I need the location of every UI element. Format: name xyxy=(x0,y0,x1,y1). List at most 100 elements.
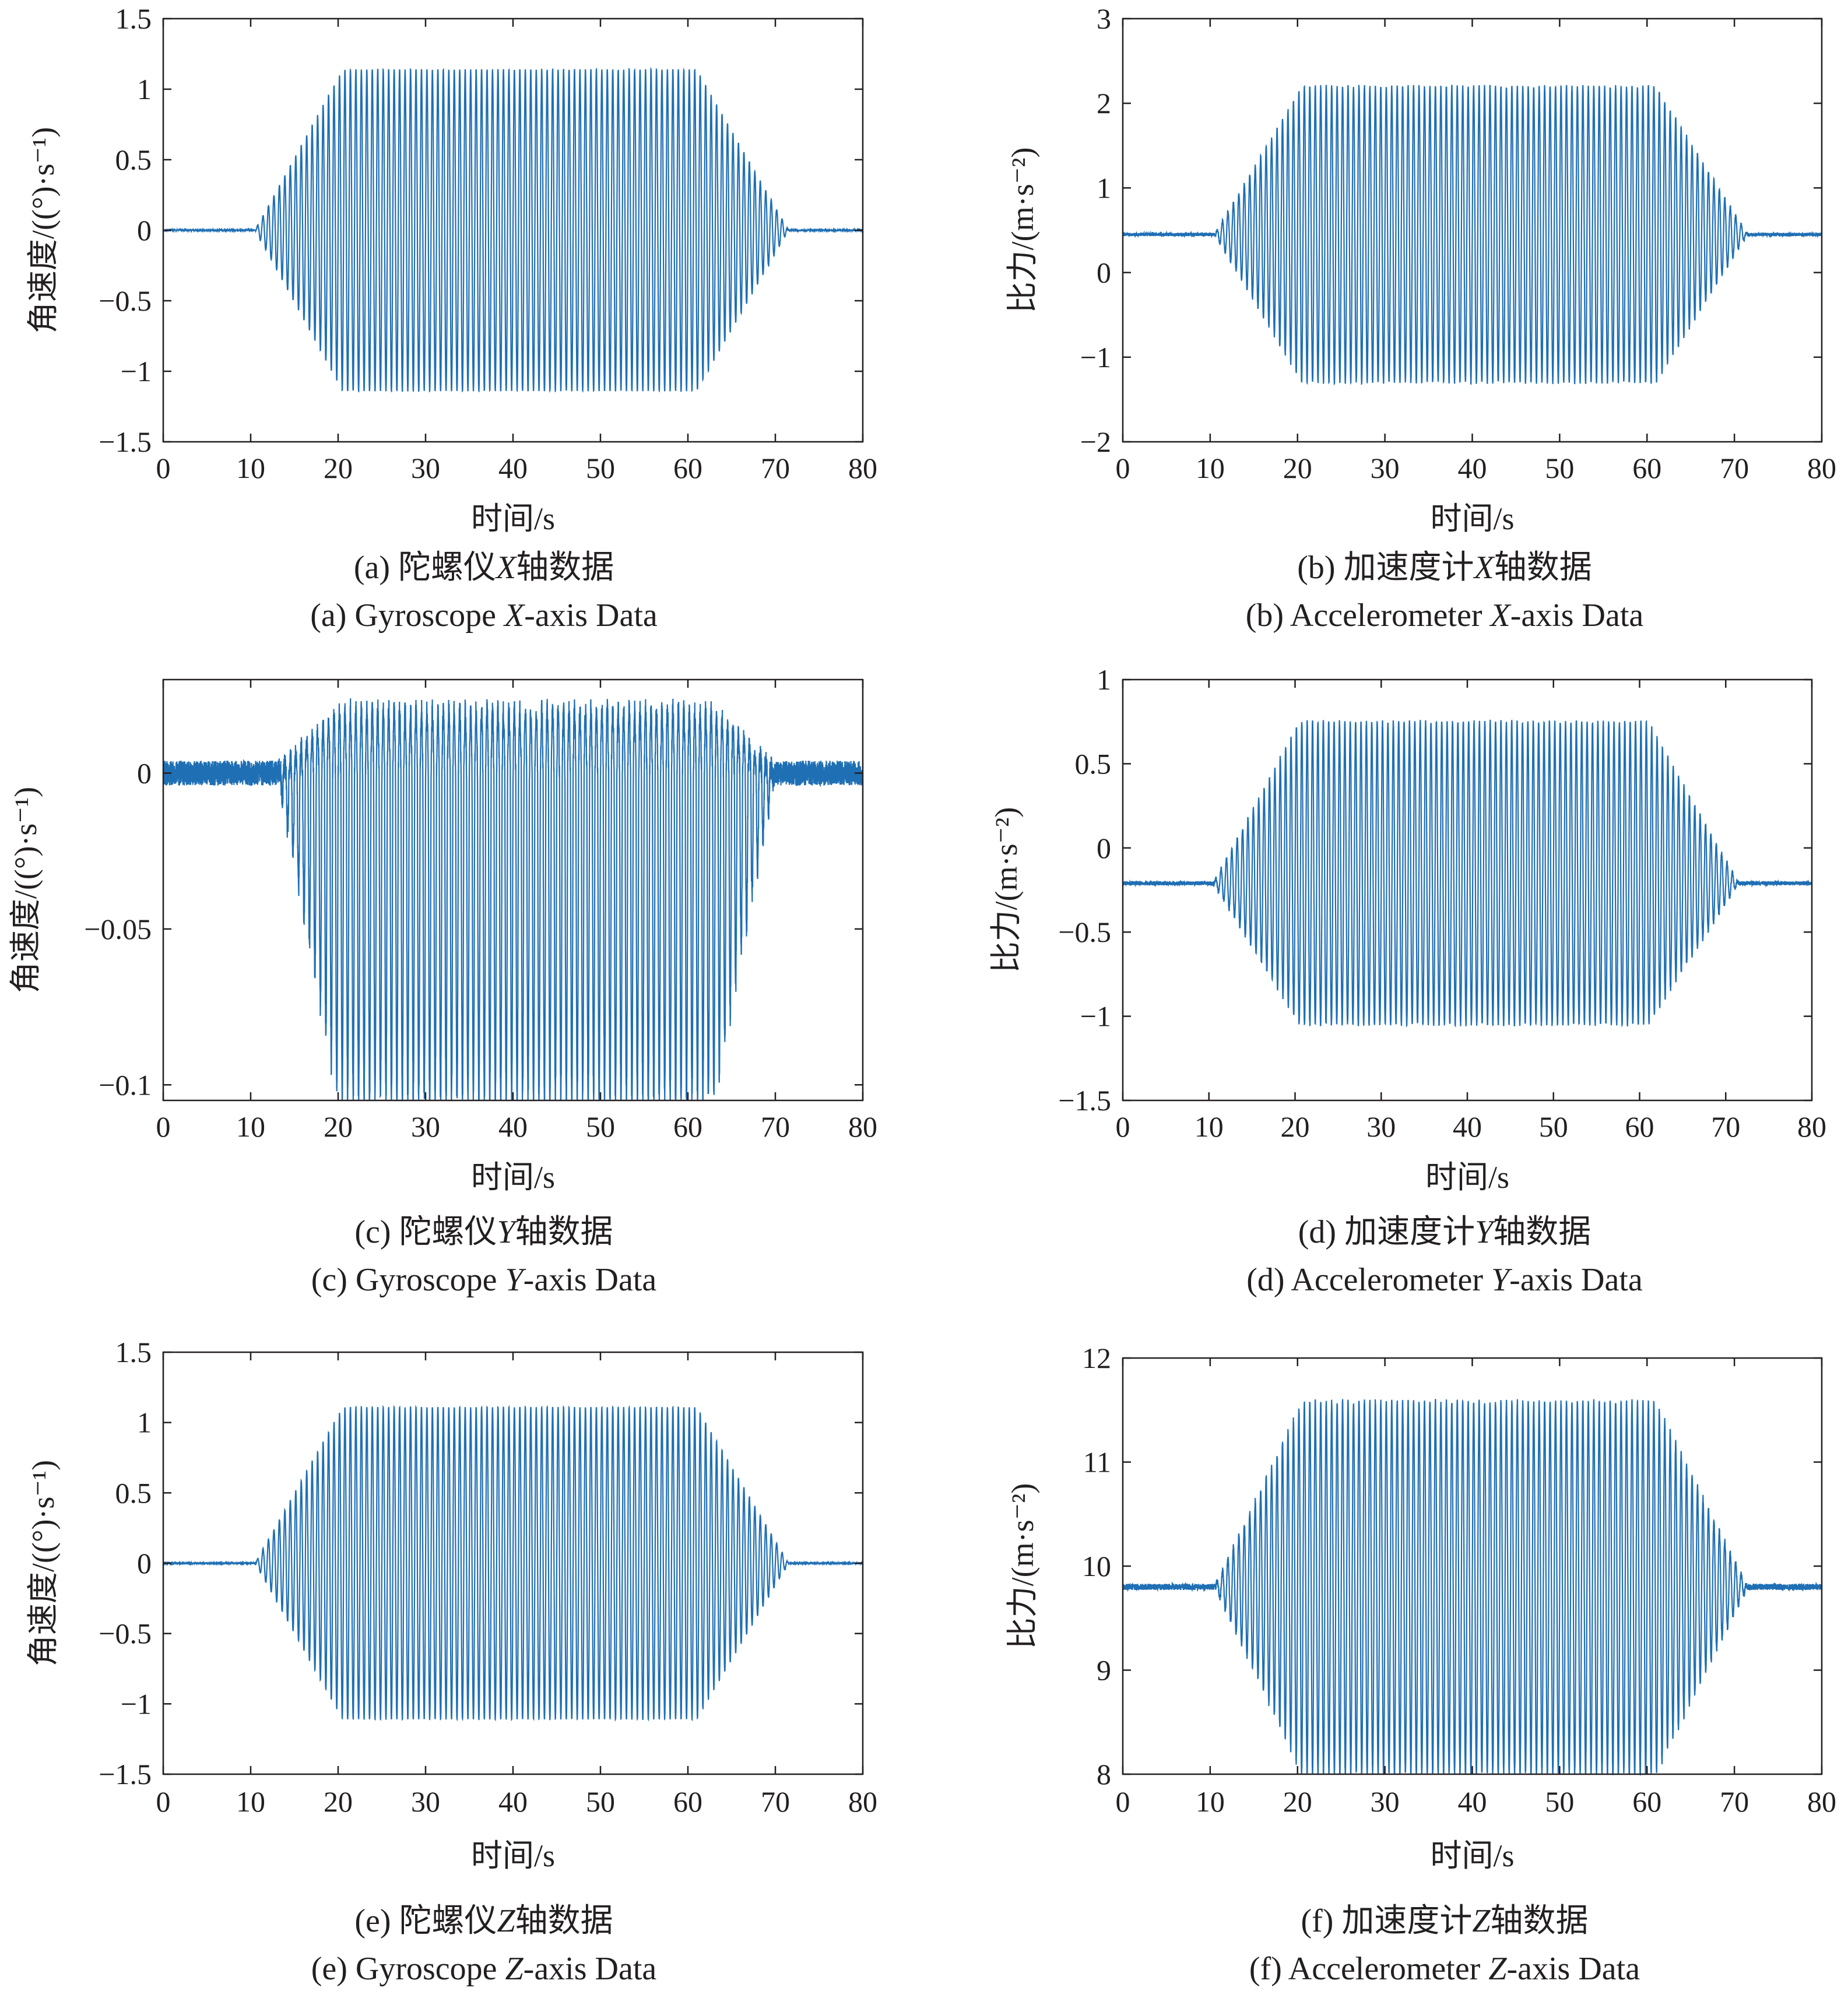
y-tick-label: −1.5 xyxy=(99,1758,152,1791)
caption-en-c: (c) Gyroscope Y-axis Data xyxy=(311,1262,657,1298)
y-axis-label: 比力/(m·s⁻²) xyxy=(1005,1483,1040,1649)
y-tick-label: 0 xyxy=(1097,832,1111,864)
y-tick-label: 0 xyxy=(137,757,152,789)
y-tick-label: −1 xyxy=(1080,1000,1111,1033)
y-tick-label: 0.5 xyxy=(115,1476,152,1509)
x-tick-label: 50 xyxy=(586,452,615,484)
x-tick-label: 80 xyxy=(1807,1785,1836,1818)
x-tick-label: 50 xyxy=(1539,1110,1568,1143)
x-tick-label: 10 xyxy=(1194,1110,1224,1143)
y-tick-label: 1 xyxy=(137,73,152,105)
x-axis-label: 时间/s xyxy=(1430,501,1514,536)
series-line-c xyxy=(162,698,864,1102)
x-tick-label: 10 xyxy=(236,452,265,484)
x-tick-label: 70 xyxy=(1711,1110,1740,1143)
x-tick-label: 0 xyxy=(156,1785,171,1818)
x-tick-label: 0 xyxy=(156,1110,171,1143)
x-tick-label: 60 xyxy=(673,1785,702,1818)
x-tick-label: 30 xyxy=(1371,1785,1400,1818)
y-tick-label: 1 xyxy=(1097,171,1111,204)
x-tick-label: 0 xyxy=(156,452,171,484)
caption-en-b: (b) Accelerometer X-axis Data xyxy=(1245,597,1644,634)
series-line-a xyxy=(163,66,864,393)
y-tick-label: 1.5 xyxy=(115,2,152,35)
x-tick-label: 60 xyxy=(1632,1785,1661,1818)
x-tick-label: 20 xyxy=(324,1110,353,1143)
y-tick-label: −2 xyxy=(1080,425,1111,458)
x-tick-label: 40 xyxy=(1458,452,1487,484)
x-tick-label: 80 xyxy=(848,1785,877,1818)
x-tick-label: 20 xyxy=(324,1785,353,1818)
x-tick-label: 30 xyxy=(411,1110,440,1143)
x-tick-label: 0 xyxy=(1116,1110,1130,1143)
x-tick-label: 80 xyxy=(1807,452,1836,484)
x-tick-label: 20 xyxy=(1283,1785,1312,1818)
x-tick-label: 70 xyxy=(1720,1785,1749,1818)
caption-cn-e: (e) 陀螺仪Z轴数据 xyxy=(354,1903,613,1939)
x-tick-label: 40 xyxy=(498,1785,528,1818)
y-tick-label: −0.5 xyxy=(99,1617,152,1650)
y-axis-label: 角速度/((°)·s⁻¹) xyxy=(8,787,43,993)
y-tick-label: −1 xyxy=(121,1687,152,1720)
x-tick-label: 80 xyxy=(1797,1110,1826,1143)
y-tick-label: 0 xyxy=(1097,256,1111,289)
y-tick-label: 1 xyxy=(137,1406,152,1439)
x-tick-label: 30 xyxy=(1366,1110,1396,1143)
y-axis-label: 比力/(m·s⁻²) xyxy=(989,807,1024,973)
y-tick-label: 0.5 xyxy=(115,143,152,176)
x-tick-label: 50 xyxy=(1545,452,1574,484)
y-tick-label: 3 xyxy=(1097,2,1111,35)
x-tick-label: 70 xyxy=(761,452,790,484)
x-tick-label: 10 xyxy=(1196,452,1225,484)
x-axis-label: 时间/s xyxy=(1425,1160,1509,1195)
y-tick-label: 0 xyxy=(137,1547,152,1580)
y-tick-label: 9 xyxy=(1097,1654,1111,1687)
x-tick-label: 30 xyxy=(411,452,440,484)
y-tick-label: 8 xyxy=(1097,1758,1111,1791)
x-tick-label: 70 xyxy=(761,1110,790,1143)
x-tick-label: 10 xyxy=(236,1785,265,1818)
series-line-f xyxy=(1122,1399,1823,1777)
caption-cn-d: (d) 加速度计Y轴数据 xyxy=(1298,1214,1591,1250)
caption-cn-b: (b) 加速度计X轴数据 xyxy=(1297,550,1592,586)
series-line-e xyxy=(163,1405,864,1722)
y-tick-label: 12 xyxy=(1082,1342,1111,1374)
caption-en-f: (f) Accelerometer Z-axis Data xyxy=(1249,1951,1640,1987)
x-tick-label: 20 xyxy=(1281,1110,1310,1143)
x-axis-label: 时间/s xyxy=(471,1160,555,1195)
x-tick-label: 70 xyxy=(1720,452,1749,484)
x-tick-label: 50 xyxy=(1545,1785,1574,1818)
y-tick-label: 10 xyxy=(1082,1550,1111,1582)
x-tick-label: 10 xyxy=(1196,1785,1225,1818)
y-tick-label: −0.5 xyxy=(1058,916,1111,948)
x-tick-label: 70 xyxy=(761,1785,790,1818)
caption-cn-a: (a) 陀螺仪X轴数据 xyxy=(353,550,614,586)
x-tick-label: 40 xyxy=(498,452,528,484)
y-tick-label: 11 xyxy=(1083,1446,1111,1479)
series-line-b xyxy=(1122,85,1823,386)
x-tick-label: 40 xyxy=(1458,1785,1487,1818)
x-tick-label: 40 xyxy=(1453,1110,1482,1143)
x-tick-label: 80 xyxy=(848,452,877,484)
y-tick-label: −0.1 xyxy=(99,1068,152,1101)
x-tick-label: 20 xyxy=(324,452,353,484)
y-axis-label: 比力/(m·s⁻²) xyxy=(1005,147,1040,314)
y-tick-label: −1 xyxy=(1080,341,1111,374)
y-axis-label: 角速度/((°)·s⁻¹) xyxy=(26,1460,61,1666)
caption-cn-c: (c) 陀螺仪Y轴数据 xyxy=(354,1214,613,1250)
y-tick-label: 1.5 xyxy=(115,1336,152,1369)
x-tick-label: 50 xyxy=(586,1110,615,1143)
y-tick-label: 2 xyxy=(1097,87,1111,119)
series-line-d xyxy=(1122,719,1813,1028)
x-tick-label: 30 xyxy=(1371,452,1400,484)
y-tick-label: −0.5 xyxy=(99,284,152,317)
x-tick-label: 0 xyxy=(1116,452,1130,484)
x-tick-label: 60 xyxy=(1625,1110,1654,1143)
y-tick-label: −1.5 xyxy=(99,425,152,458)
y-tick-label: 0.5 xyxy=(1075,747,1112,780)
